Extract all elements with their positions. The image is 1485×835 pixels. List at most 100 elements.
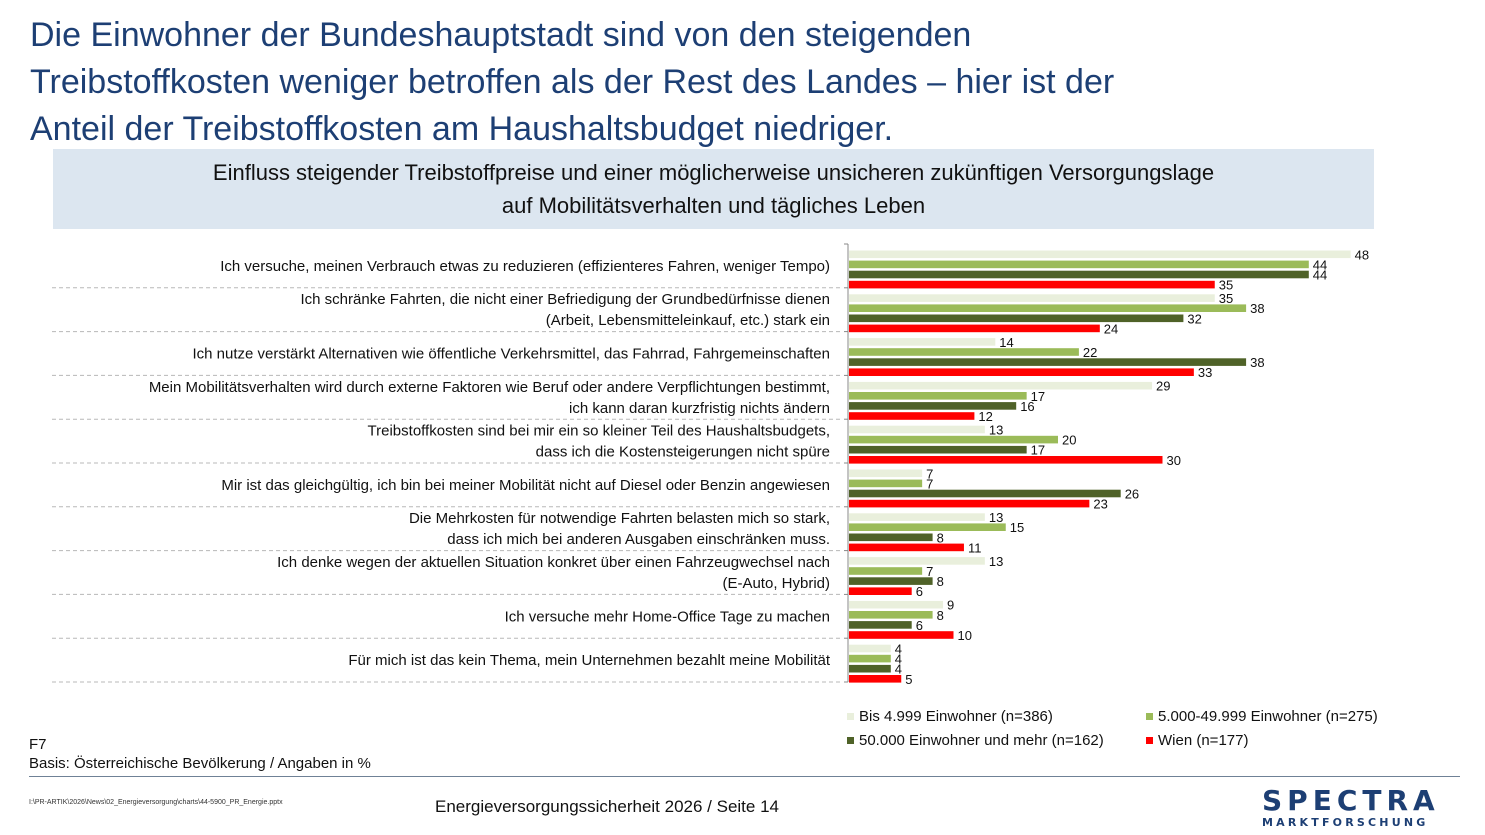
data-label: 33 [1198, 365, 1212, 380]
data-label: 16 [1020, 399, 1034, 414]
data-label: 35 [1219, 278, 1233, 293]
data-label: 9 [947, 598, 954, 613]
bar [849, 654, 891, 663]
legend-label-3: 50.000 Einwohner und mehr (n=162) [859, 732, 1104, 749]
category-label: Ich nutze verstärkt Alternativen wie öff… [192, 346, 830, 363]
data-label: 20 [1062, 433, 1076, 448]
category-label: Mein Mobilitätsverhalten wird durch exte… [149, 379, 830, 396]
data-label: 5 [905, 672, 912, 687]
bar [849, 621, 912, 629]
data-label: 44 [1313, 257, 1327, 272]
bar [849, 435, 1058, 444]
bar [849, 489, 1121, 498]
category-label: Ich schränke Fahrten, die nicht einer Be… [301, 291, 831, 308]
category-label: Mir ist das gleichgültig, ich bin bei me… [221, 477, 830, 494]
bar [849, 469, 923, 478]
data-label: 15 [1010, 520, 1024, 535]
data-label: 30 [1167, 453, 1181, 468]
bar-chart: Ich versuche, meinen Verbrauch etwas zu … [52, 243, 1369, 687]
category-label: (E-Auto, Hybrid) [722, 575, 830, 592]
chart-subtitle-box: Einfluss steigender Treibstoffpreise und… [53, 149, 1374, 229]
data-label: 23 [1093, 497, 1107, 512]
data-label: 32 [1187, 311, 1201, 326]
subtitle-line-2: auf Mobilitätsverhalten und tägliches Le… [501, 193, 926, 218]
bar [849, 324, 1100, 333]
legend-swatch-3 [847, 737, 854, 744]
bar [849, 280, 1215, 289]
figure-code: F7 [29, 736, 47, 753]
data-label: 8 [937, 608, 944, 623]
title-line-2: Treibstoffkosten weniger betroffen als d… [30, 63, 1115, 101]
bar [849, 358, 1247, 366]
bar [849, 368, 1194, 376]
spectra-logo: SPECTRA MARKTFORSCHUNG [1262, 784, 1462, 834]
data-label: 11 [968, 540, 982, 555]
data-label: 8 [937, 574, 944, 589]
bar [849, 348, 1079, 356]
bar [849, 270, 1309, 279]
file-path: I:\PR-ARTIK\2026\News\02_Energieversorgu… [29, 799, 283, 806]
bar [849, 402, 1017, 410]
legend-item-2: 5.000-49.999 Einwohner (n=275) [1146, 708, 1378, 725]
bar [849, 533, 933, 542]
legend-item-1: Bis 4.999 Einwohner (n=386) [847, 708, 1053, 725]
category-label: (Arbeit, Lebensmitteleinkauf, etc.) star… [546, 312, 830, 329]
category-label: Die Mehrkosten für notwendige Fahrten be… [409, 510, 830, 527]
subtitle-line-1: Einfluss steigender Treibstoffpreise und… [212, 160, 1215, 185]
data-label: 38 [1250, 301, 1264, 316]
bar [849, 631, 954, 639]
bar [849, 567, 923, 575]
data-label: 13 [989, 510, 1003, 525]
legend-label-1: Bis 4.999 Einwohner (n=386) [859, 708, 1053, 725]
bar [849, 412, 975, 420]
bar [849, 557, 985, 565]
bar [849, 523, 1006, 531]
data-label: 4 [895, 642, 902, 657]
bar [849, 456, 1163, 464]
legend-swatch-2 [1146, 713, 1153, 720]
data-label: 17 [1031, 389, 1045, 404]
data-label: 14 [999, 335, 1013, 350]
footer-divider [29, 776, 1460, 777]
page-title: Die Einwohner der Bundeshauptstadt sind … [30, 12, 1330, 153]
category-label: dass ich mich bei anderen Ausgaben einsc… [447, 531, 830, 548]
logo-wordmark: SPECTRA [1262, 784, 1440, 817]
data-label: 6 [916, 584, 923, 599]
bar [849, 445, 1027, 454]
bar [849, 499, 1090, 508]
logo-tagline: MARKTFORSCHUNG [1262, 816, 1429, 829]
data-label: 8 [937, 530, 944, 545]
bar [849, 513, 985, 521]
data-label: 24 [1104, 321, 1118, 336]
legend-label-2: 5.000-49.999 Einwohner (n=275) [1158, 708, 1378, 725]
bar [849, 314, 1184, 323]
category-label: Ich versuche mehr Home-Office Tage zu ma… [505, 608, 830, 625]
bar [849, 543, 964, 552]
bar [849, 675, 902, 683]
category-label: Ich denke wegen der aktuellen Situation … [277, 554, 830, 571]
data-label: 22 [1083, 345, 1097, 360]
data-label: 4 [895, 662, 902, 677]
category-label: Treibstoffkosten sind bei mir ein so kle… [368, 423, 830, 440]
bar [849, 600, 944, 609]
bar [849, 425, 985, 434]
bar [849, 644, 891, 653]
basis-note: Basis: Österreichische Bevölkerung / Ang… [29, 755, 371, 772]
data-label: 10 [958, 628, 972, 643]
category-label: Ich versuche, meinen Verbrauch etwas zu … [220, 258, 830, 275]
bar [849, 664, 891, 673]
title-line-3: Anteil der Treibstoffkosten am Haushalts… [30, 110, 894, 148]
bar [849, 294, 1215, 302]
title-line-1: Die Einwohner der Bundeshauptstadt sind … [30, 16, 972, 54]
category-label: ich kann daran kurzfristig nichts ändern [569, 400, 830, 417]
legend-item-3: 50.000 Einwohner und mehr (n=162) [847, 732, 1104, 749]
category-label: dass ich die Kostensteigerungen nicht sp… [536, 444, 830, 461]
bar [849, 577, 933, 585]
data-label: 13 [989, 423, 1003, 438]
data-label: 7 [926, 564, 933, 579]
data-label: 7 [926, 476, 933, 491]
data-label: 35 [1219, 291, 1233, 306]
data-label: 44 [1313, 268, 1327, 283]
bar [849, 304, 1247, 312]
bar [849, 611, 933, 619]
